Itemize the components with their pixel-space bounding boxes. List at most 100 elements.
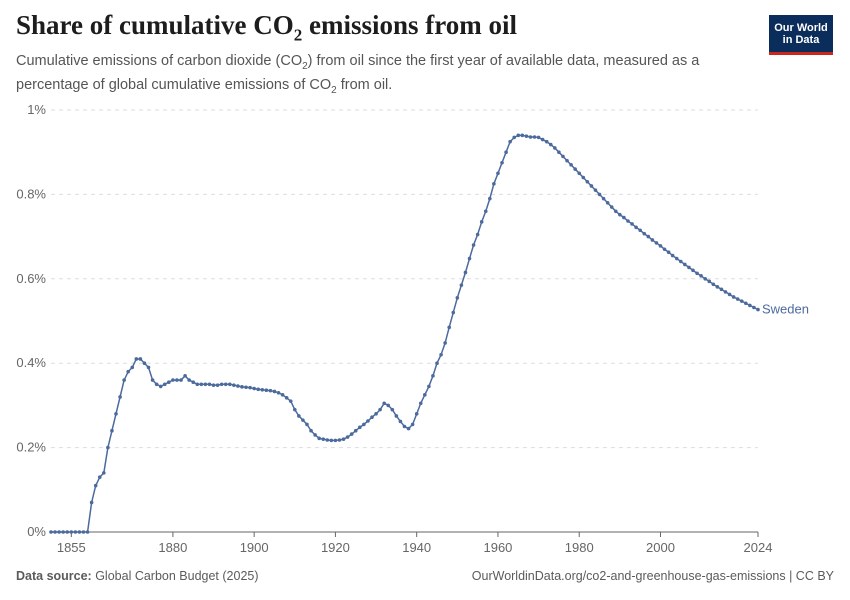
data-point bbox=[297, 414, 301, 418]
y-tick-label: 0% bbox=[27, 524, 46, 539]
data-point bbox=[679, 259, 683, 264]
data-point bbox=[154, 382, 159, 387]
data-point bbox=[81, 530, 86, 534]
data-point bbox=[337, 438, 342, 442]
data-point bbox=[333, 438, 338, 443]
data-point bbox=[418, 401, 423, 406]
data-point bbox=[427, 384, 431, 389]
y-axis-labels: 0% 0.2% 0.4% 0.6% 0.8% 1% bbox=[16, 102, 46, 539]
data-point bbox=[370, 415, 374, 420]
data-point bbox=[219, 382, 224, 387]
data-point bbox=[252, 386, 256, 391]
data-point bbox=[162, 382, 167, 387]
data-point bbox=[248, 385, 252, 390]
chart-title: Share of cumulative CO2 emissions from o… bbox=[16, 10, 517, 45]
gridlines bbox=[51, 109, 758, 449]
data-point bbox=[471, 243, 476, 247]
data-point bbox=[565, 158, 569, 163]
x-tick-label: 1880 bbox=[158, 540, 187, 555]
data-point bbox=[504, 150, 508, 154]
data-point bbox=[171, 378, 175, 382]
data-point bbox=[447, 325, 452, 330]
source-url[interactable]: OurWorldinData.org/co2-and-greenhouse-ga… bbox=[471, 569, 834, 583]
data-point bbox=[106, 445, 110, 450]
data-point bbox=[272, 389, 277, 394]
data-point bbox=[203, 382, 208, 387]
data-point bbox=[496, 171, 500, 176]
data-point bbox=[634, 225, 638, 230]
data-point bbox=[93, 483, 98, 488]
data-point bbox=[711, 282, 716, 287]
data-point bbox=[73, 530, 78, 534]
data-point bbox=[53, 530, 57, 534]
data-point bbox=[658, 244, 663, 248]
data-point bbox=[244, 385, 248, 390]
series-layer: Sweden bbox=[49, 133, 809, 534]
data-point bbox=[752, 305, 756, 310]
data-point bbox=[321, 437, 326, 441]
data-point bbox=[719, 287, 724, 292]
data-point bbox=[61, 530, 65, 534]
data-point bbox=[593, 188, 598, 192]
data-point bbox=[236, 384, 240, 388]
data-point bbox=[122, 378, 126, 382]
data-point bbox=[739, 299, 744, 303]
data-point bbox=[378, 407, 382, 412]
data-point bbox=[134, 357, 139, 361]
data-point bbox=[727, 292, 732, 297]
data-point bbox=[146, 365, 151, 370]
data-point bbox=[463, 270, 468, 275]
x-tick-label: 1940 bbox=[402, 540, 431, 555]
data-point bbox=[512, 135, 517, 140]
data-point bbox=[687, 265, 691, 270]
data-point bbox=[443, 341, 447, 345]
data-point bbox=[524, 134, 529, 138]
data-point bbox=[325, 438, 330, 442]
data-point bbox=[223, 382, 228, 387]
data-point bbox=[467, 256, 472, 261]
data-point bbox=[366, 419, 370, 423]
data-point bbox=[69, 530, 74, 534]
data-point bbox=[626, 219, 630, 223]
data-point bbox=[699, 274, 703, 278]
data-point bbox=[390, 407, 395, 412]
x-tick-label: 2000 bbox=[646, 540, 675, 555]
data-point bbox=[423, 393, 427, 397]
data-point bbox=[158, 384, 163, 389]
data-point bbox=[609, 205, 614, 209]
x-tick-label: 1920 bbox=[321, 540, 350, 555]
data-point bbox=[305, 422, 309, 427]
data-point bbox=[638, 228, 642, 233]
data-point bbox=[288, 399, 293, 403]
data-point bbox=[232, 383, 236, 387]
data-point bbox=[345, 435, 350, 439]
data-point bbox=[386, 403, 391, 408]
data-point bbox=[622, 215, 626, 220]
y-tick-label: 0.8% bbox=[16, 186, 46, 201]
data-point bbox=[65, 530, 70, 534]
x-axis: 1855 1880 1900 1920 1940 1960 1980 2000 2024 bbox=[51, 531, 772, 555]
x-tick-label: 1900 bbox=[240, 540, 269, 555]
data-point bbox=[532, 135, 537, 139]
line-chart: 0% 0.2% 0.4% 0.6% 0.8% 1% 1855 1880 1900 1920 194… bbox=[16, 102, 809, 555]
data-point bbox=[227, 382, 232, 387]
data-point bbox=[284, 396, 289, 400]
data-point bbox=[130, 365, 135, 370]
data-point bbox=[488, 196, 492, 201]
data-point bbox=[207, 382, 212, 387]
data-point bbox=[268, 388, 273, 393]
data-point bbox=[126, 369, 130, 374]
data-point bbox=[187, 378, 191, 382]
data-point bbox=[589, 184, 594, 188]
y-tick-label: 0.6% bbox=[16, 271, 46, 286]
data-point bbox=[85, 530, 90, 534]
data-point bbox=[260, 387, 265, 392]
data-point bbox=[114, 412, 118, 416]
owid-logo[interactable]: Our World in Data bbox=[769, 15, 833, 55]
data-point bbox=[150, 378, 155, 382]
data-point bbox=[89, 500, 94, 505]
data-point bbox=[597, 192, 602, 197]
data-point bbox=[256, 387, 261, 392]
data-point bbox=[744, 301, 748, 306]
data-point bbox=[280, 393, 285, 397]
